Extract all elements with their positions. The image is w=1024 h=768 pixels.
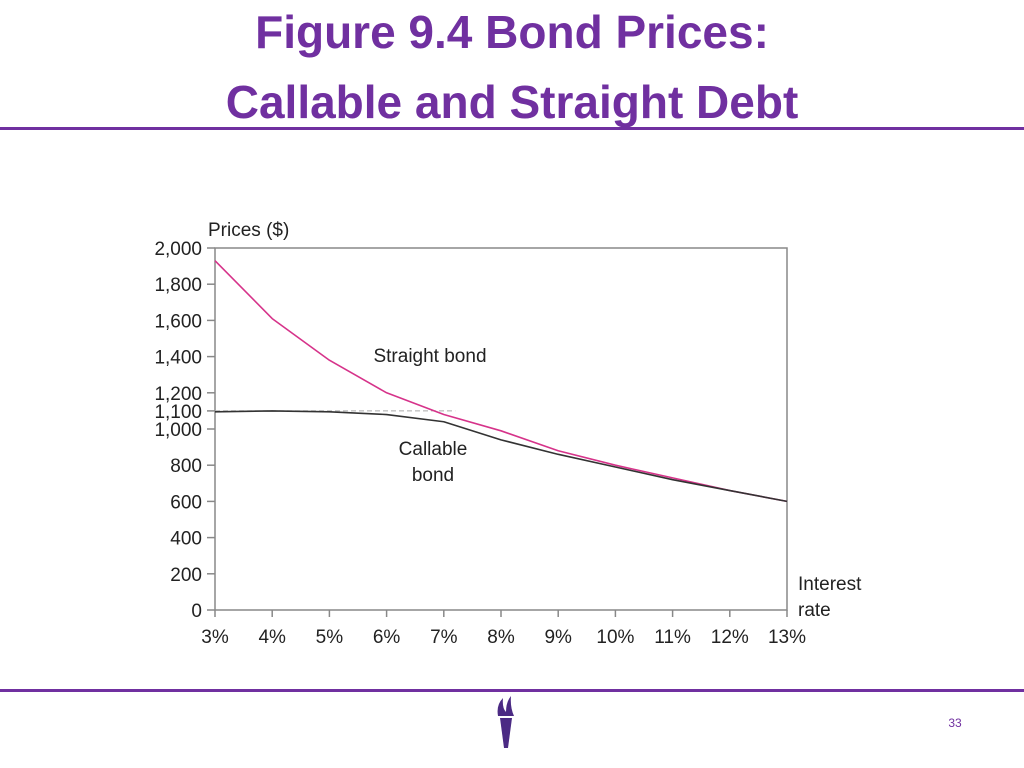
footer-rule [0, 689, 1024, 692]
series-line [214, 260, 788, 503]
plot-frame [214, 247, 788, 611]
x-tick-label: 6% [373, 627, 401, 648]
title-line: Callable and Straight Debt [226, 76, 799, 128]
y-tick-label: 1,100 [154, 402, 202, 423]
title-line: Figure 9.4 Bond Prices: [255, 6, 769, 58]
y-tick-label: 1,600 [154, 311, 202, 332]
page-number: 33 [948, 716, 962, 730]
y-axis-label: Prices ($) [208, 220, 289, 241]
series-label: Callable bond [398, 439, 468, 486]
x-tick-label: 13% [768, 627, 806, 648]
y-tick-label: 1,800 [154, 275, 202, 296]
series-line [214, 410, 788, 503]
series-label: Straight bond [373, 346, 487, 367]
x-axis-label: Interest rate [798, 574, 862, 621]
x-tick-label: 7% [430, 627, 458, 648]
x-tick-label: 10% [596, 627, 634, 648]
y-tick-label: 0 [191, 601, 202, 622]
y-tick-label: 200 [170, 565, 202, 586]
x-tick-label: 11% [654, 627, 691, 648]
x-tick-label: 9% [544, 627, 572, 648]
torch-logo [497, 696, 514, 748]
x-tick-label: 12% [711, 627, 749, 648]
y-tick-label: 400 [170, 529, 202, 550]
x-tick-label: 3% [201, 627, 229, 648]
y-tick-label: 1,200 [154, 384, 202, 405]
y-tick-label: 1,400 [154, 348, 202, 369]
y-tick-label: 600 [170, 492, 202, 513]
x-tick-label: 4% [258, 627, 286, 648]
y-tick-label: 2,000 [154, 239, 202, 260]
x-tick-label: 8% [487, 627, 515, 648]
x-tick-label: 5% [316, 627, 344, 648]
y-tick-label: 1,000 [154, 420, 202, 441]
y-tick-label: 800 [170, 456, 202, 477]
header-rule [0, 127, 1024, 130]
